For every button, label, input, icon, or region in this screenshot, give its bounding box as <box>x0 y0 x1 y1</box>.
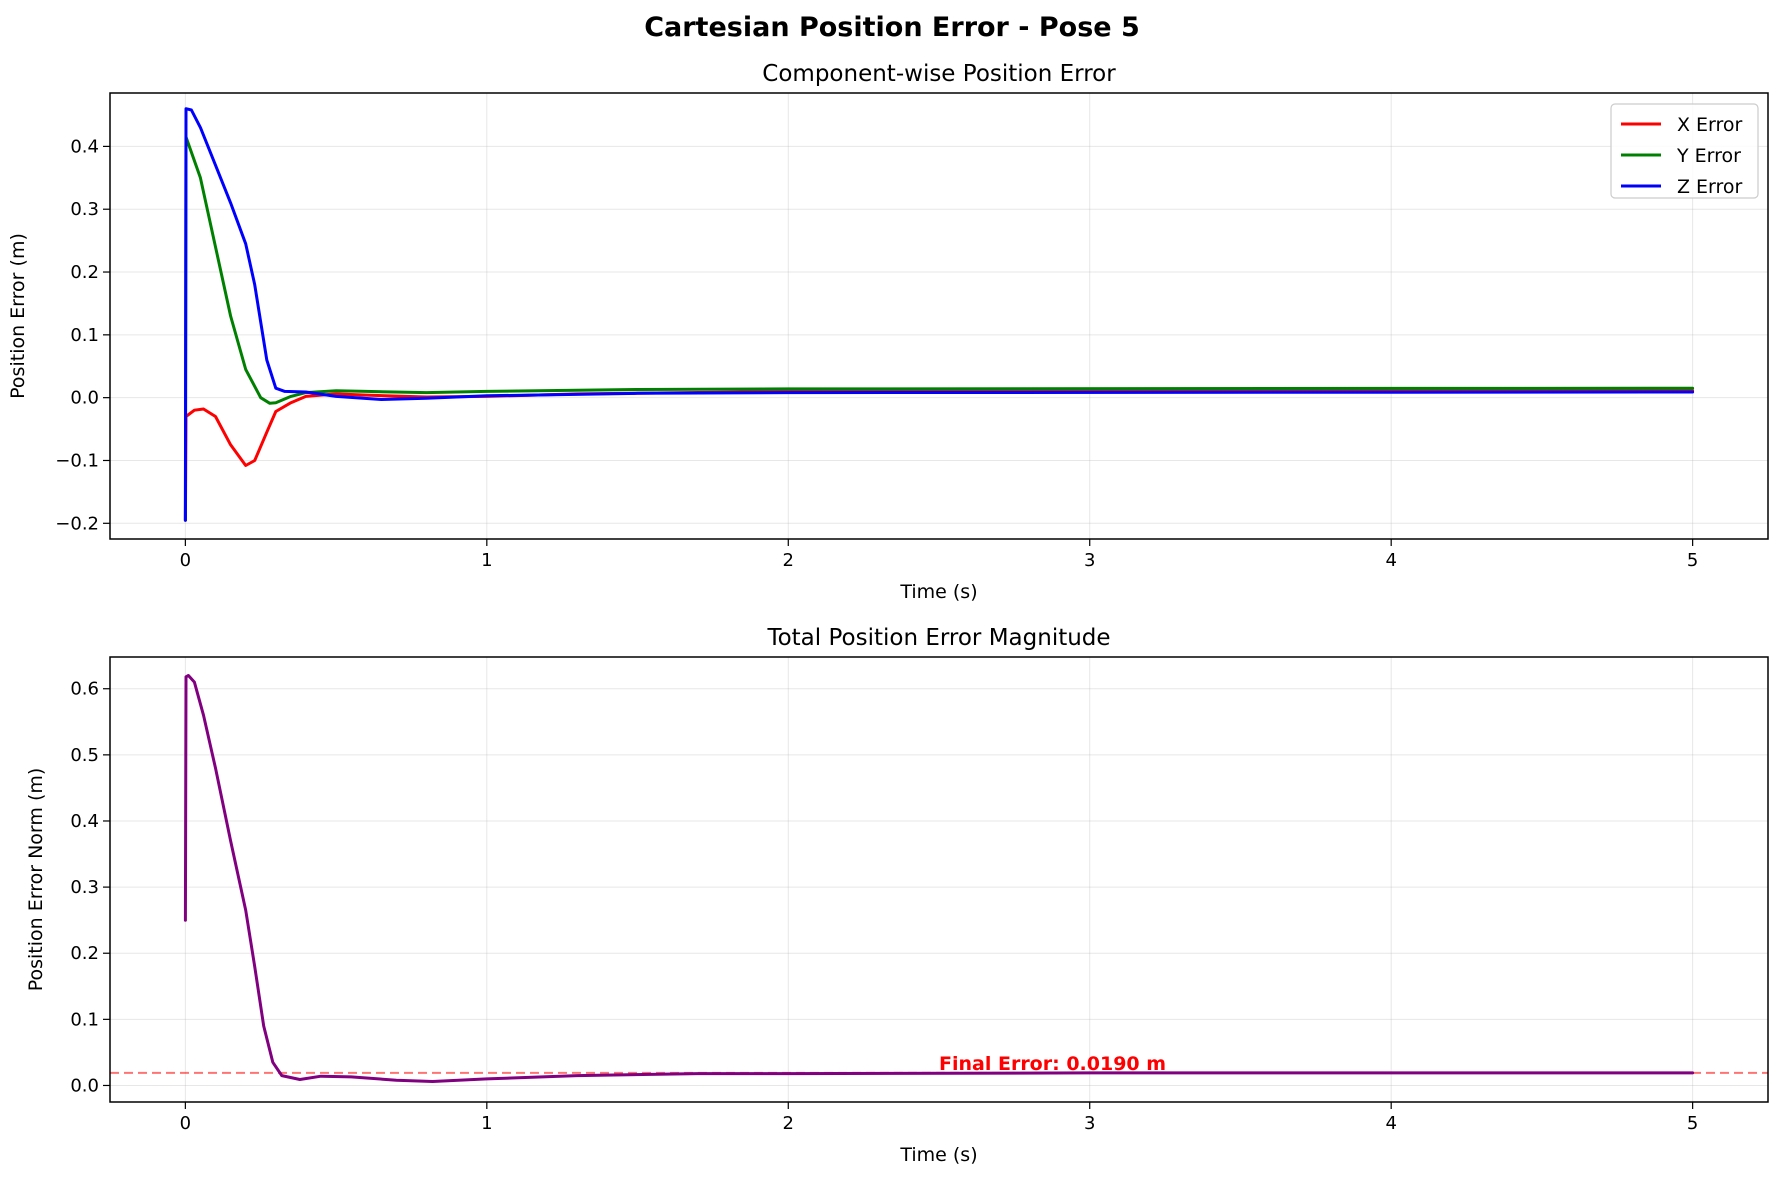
bottom-xtick-label-3: 3 <box>1084 1113 1095 1134</box>
top-xtick-label-1: 1 <box>481 550 492 571</box>
top-xtick-label-5: 5 <box>1687 550 1698 571</box>
bottom-ytick-label-3: 0.3 <box>70 877 99 898</box>
top-ytick-label-3: 0.1 <box>70 325 99 346</box>
bottom-subplot-title: Total Position Error Magnitude <box>766 625 1110 651</box>
top-plot-area <box>183 107 1695 522</box>
bottom-ytick-label-2: 0.2 <box>70 943 99 964</box>
bottom-axes-frame <box>109 656 1769 1103</box>
top-ytick-label-5: 0.3 <box>70 199 99 220</box>
top-xtick-label-0: 0 <box>180 550 191 571</box>
figure-title: Cartesian Position Error - Pose 5 <box>644 12 1140 43</box>
bottom-xtick-label-4: 4 <box>1385 1113 1396 1134</box>
bottom-plot-area <box>110 674 1768 1083</box>
bottom-xtick-label-5: 5 <box>1687 1113 1698 1134</box>
top-xtick-label-4: 4 <box>1385 550 1396 571</box>
bottom-series-error-norm <box>183 674 1695 1083</box>
top-ytick-label-4: 0.2 <box>70 262 99 283</box>
top-series-y-error <box>183 135 1695 522</box>
top-subplot: 0 1 2 3 4 5 −0.2 −0.1 0.0 0.1 0.2 0.3 0.4 Time (s) Pos… <box>7 61 1769 603</box>
top-legend-box <box>1610 103 1759 199</box>
top-xtick-label-3: 3 <box>1084 550 1095 571</box>
top-subplot-title: Component-wise Position Error <box>762 61 1116 87</box>
top-series-z-error <box>183 107 1695 522</box>
bottom-xtick-label-1: 1 <box>481 1113 492 1134</box>
top-ytick-label-0: −0.2 <box>55 513 99 534</box>
top-axes-frame <box>109 92 1769 540</box>
top-legend-label-y-error: Y Error <box>1676 145 1741 167</box>
top-y-axis-label: Position Error (m) <box>7 233 29 399</box>
top-ytick-label-6: 0.4 <box>70 136 99 157</box>
bottom-xtick-label-2: 2 <box>783 1113 794 1134</box>
top-xtick-label-2: 2 <box>783 550 794 571</box>
bottom-xtick-label-0: 0 <box>180 1113 191 1134</box>
bottom-ytick-label-0: 0.0 <box>70 1075 99 1096</box>
top-x-axis-label: Time (s) <box>899 581 977 603</box>
top-legend-label-x-error: X Error <box>1677 114 1743 136</box>
bottom-ytick-label-4: 0.4 <box>70 811 99 832</box>
bottom-x-axis-label: Time (s) <box>899 1144 977 1166</box>
bottom-ytick-label-6: 0.6 <box>70 679 99 700</box>
bottom-y-axis-label: Position Error Norm (m) <box>25 768 47 992</box>
top-ytick-label-1: −0.1 <box>55 450 99 471</box>
bottom-ytick-label-5: 0.5 <box>70 745 99 766</box>
top-legend-label-z-error: Z Error <box>1677 176 1743 198</box>
bottom-final-error-annotation: Final Error: 0.0190 m <box>939 1053 1166 1075</box>
bottom-subplot: Final Error: 0.0190 m 0 1 2 3 4 5 0.0 0.1 0.2 0.3 0… <box>25 625 1769 1166</box>
bottom-ytick-label-1: 0.1 <box>70 1009 99 1030</box>
top-ytick-label-2: 0.0 <box>70 388 99 409</box>
top-legend: X Error Y Error Z Error <box>1610 103 1759 199</box>
